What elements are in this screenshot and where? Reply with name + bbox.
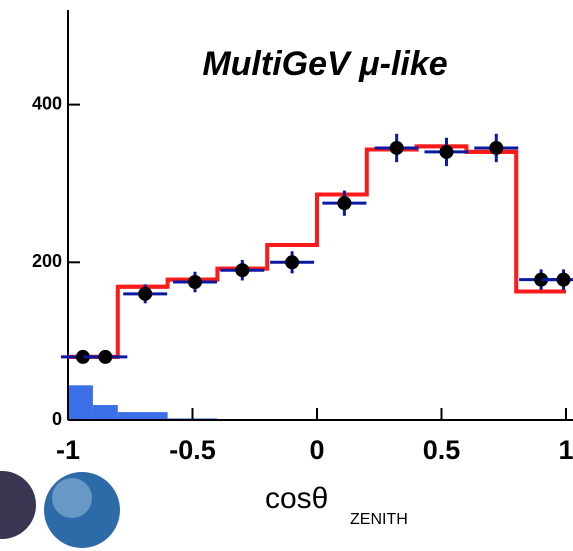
planet-icon bbox=[0, 471, 36, 539]
background-bar bbox=[117, 412, 168, 420]
y-tick-label: 200 bbox=[32, 251, 62, 271]
data-point bbox=[337, 196, 352, 211]
background-bar bbox=[92, 405, 118, 420]
prediction-outline bbox=[68, 144, 566, 359]
x-tick-label: 1 bbox=[558, 435, 573, 465]
chart-title: MultiGeV μ-like bbox=[202, 45, 447, 83]
y-tick-label: 400 bbox=[32, 93, 62, 113]
data-point bbox=[439, 144, 454, 159]
data-point bbox=[98, 349, 113, 364]
data-point bbox=[138, 286, 153, 301]
data-point bbox=[285, 255, 300, 270]
data-point bbox=[389, 140, 404, 155]
x-tick-label: -1 bbox=[56, 435, 80, 465]
data-point bbox=[75, 349, 90, 364]
data-point bbox=[534, 272, 549, 287]
x-tick-label: -0.5 bbox=[169, 435, 216, 465]
x-axis-label-subscript: ZENITH bbox=[350, 511, 408, 528]
background-bar bbox=[68, 385, 93, 420]
x-tick-label: 0 bbox=[309, 435, 324, 465]
data-point bbox=[556, 272, 571, 287]
data-point bbox=[187, 275, 202, 290]
earth-highlight bbox=[52, 478, 92, 518]
data-point bbox=[235, 263, 250, 278]
data-point bbox=[489, 140, 504, 155]
y-tick-label: 0 bbox=[52, 409, 62, 429]
x-axis-label: cosθ bbox=[265, 482, 328, 515]
x-tick-label: 0.5 bbox=[423, 435, 461, 465]
